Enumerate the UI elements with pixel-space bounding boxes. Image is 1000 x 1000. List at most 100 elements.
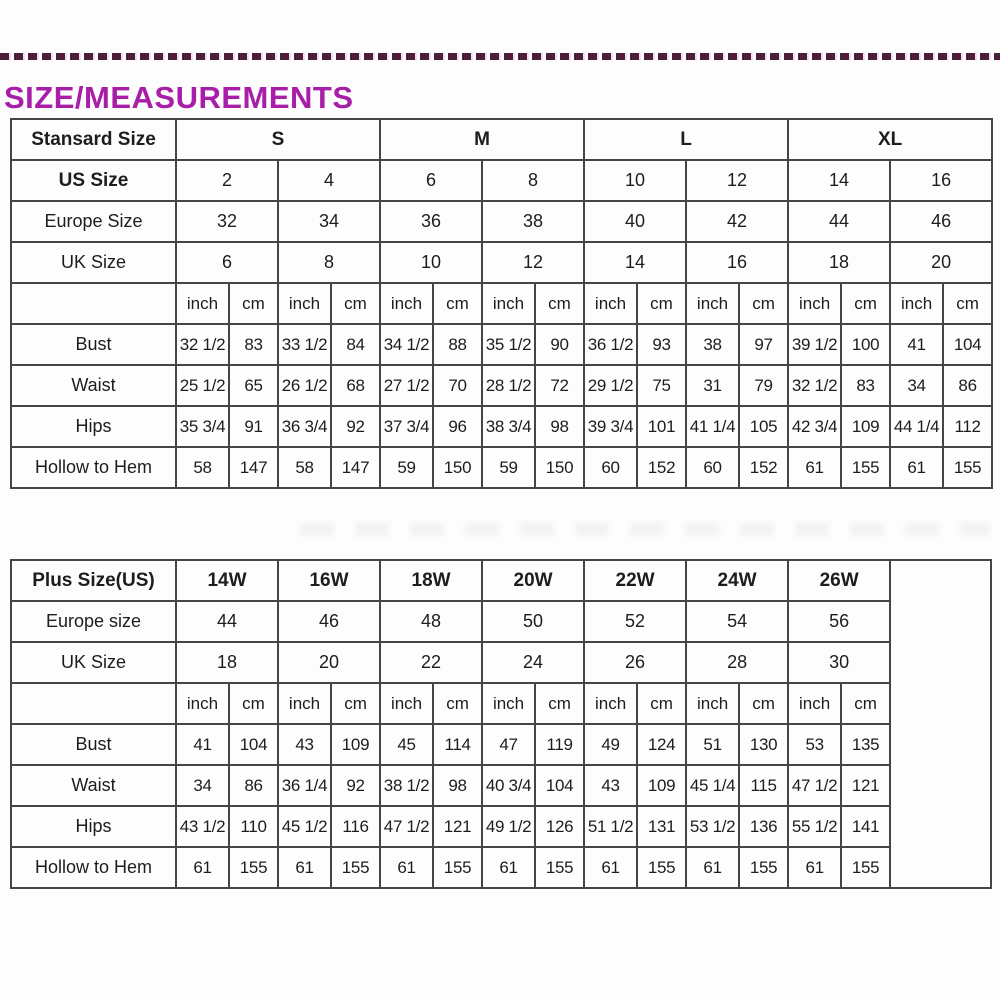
size-value-cell: 12 (480, 241, 586, 284)
size-group-cell: 18W (379, 559, 484, 602)
size-value-cell: 16 (685, 241, 790, 284)
unit-cm-cell: cm (534, 682, 586, 725)
measure-inch-cell: 32 1/2 (787, 364, 843, 407)
unit-cm-cell: cm (227, 682, 280, 725)
measure-inch-cell: 61 (175, 846, 230, 889)
measure-inch-cell: 47 (481, 723, 537, 766)
measure-cm-cell: 112 (942, 405, 994, 448)
size-value-cell: 34 (277, 200, 381, 243)
measure-cm-cell: 93 (636, 323, 688, 366)
measure-cm-cell: 130 (738, 723, 790, 766)
measure-cm-cell: 98 (432, 764, 484, 807)
size-value-cell: 38 (480, 200, 586, 243)
size-value-cell: 46 (889, 200, 994, 243)
measure-inch-cell: 55 1/2 (787, 805, 843, 848)
size-value-cell: 14 (787, 159, 892, 202)
size-value-cell: 30 (787, 641, 892, 684)
measure-inch-cell: 59 (481, 446, 536, 489)
measure-cm-cell: 155 (636, 846, 688, 889)
measure-inch-cell: 61 (277, 846, 333, 889)
measure-inch-cell: 33 1/2 (277, 323, 332, 366)
measure-cm-cell: 147 (228, 446, 279, 489)
measure-inch-cell: 34 1/2 (379, 323, 434, 366)
measure-inch-cell: 36 1/2 (583, 323, 639, 366)
unit-inch-cell: inch (787, 682, 843, 725)
measure-inch-cell: 45 1/2 (277, 805, 333, 848)
measure-cm-cell: 84 (330, 323, 381, 366)
row-label: Waist (10, 364, 177, 407)
measure-cm-cell: 96 (432, 405, 483, 448)
measure-cm-cell: 135 (840, 723, 892, 766)
measure-cm-cell: 116 (330, 805, 382, 848)
measure-inch-cell: 41 1/4 (685, 405, 741, 448)
empty-trailing-column (889, 559, 993, 889)
unit-inch-cell: inch (481, 682, 537, 725)
unit-cm-cell: cm (636, 282, 688, 325)
plus-size-table: Plus Size(US) 14W 16W 18W 20W 22W 24W 26W Europe… (10, 559, 993, 889)
unit-inch-cell: inch (685, 282, 741, 325)
measure-cm-cell: 155 (840, 846, 892, 889)
measure-inch-cell: 61 (685, 846, 741, 889)
row-label: Bust (10, 323, 177, 366)
size-group-cell: L (583, 118, 790, 161)
row-label: Hollow to Hem (10, 846, 177, 889)
measure-inch-cell: 43 (583, 764, 639, 807)
size-value-cell: 28 (685, 641, 790, 684)
measure-cm-cell: 155 (942, 446, 994, 489)
unit-cm-cell: cm (942, 282, 994, 325)
size-value-cell: 2 (175, 159, 279, 202)
unit-inch-cell: inch (889, 282, 945, 325)
size-group-cell: 22W (583, 559, 688, 602)
unit-cm-cell: cm (840, 682, 892, 725)
measure-cm-cell: 104 (227, 723, 280, 766)
size-value-cell: 12 (685, 159, 790, 202)
row-label: Europe Size (10, 200, 177, 243)
measure-inch-cell: 38 3/4 (481, 405, 536, 448)
measure-cm-cell: 155 (840, 446, 892, 489)
measure-inch-cell: 49 1/2 (481, 805, 537, 848)
unit-inch-cell: inch (379, 282, 434, 325)
unit-cm-cell: cm (432, 282, 483, 325)
size-value-cell: 40 (583, 200, 688, 243)
measure-inch-cell: 61 (481, 846, 537, 889)
row-label: Waist (10, 764, 177, 807)
unit-inch-cell: inch (277, 682, 333, 725)
measure-cm-cell: 109 (636, 764, 688, 807)
unit-cm-cell: cm (840, 282, 892, 325)
measure-cm-cell: 72 (533, 364, 586, 407)
measure-inch-cell: 28 1/2 (481, 364, 536, 407)
size-value-cell: 44 (174, 600, 280, 643)
measure-cm-cell: 104 (942, 323, 994, 366)
measure-cm-cell: 75 (636, 364, 688, 407)
size-group-cell: 26W (787, 559, 892, 602)
measure-inch-cell: 60 (583, 446, 639, 489)
size-value-cell: 54 (685, 600, 790, 643)
size-value-cell: 8 (480, 159, 586, 202)
measure-cm-cell: 68 (330, 364, 381, 407)
measure-inch-cell: 44 1/4 (889, 405, 945, 448)
size-value-cell: 56 (787, 600, 892, 643)
measure-inch-cell: 40 3/4 (481, 764, 537, 807)
measure-cm-cell: 136 (738, 805, 790, 848)
size-value-cell: 10 (583, 159, 688, 202)
size-group-cell: 14W (174, 559, 280, 602)
measure-inch-cell: 39 1/2 (787, 323, 843, 366)
measure-cm-cell: 147 (330, 446, 381, 489)
measure-cm-cell: 101 (636, 405, 688, 448)
size-value-cell: 18 (787, 241, 892, 284)
measure-inch-cell: 53 (787, 723, 843, 766)
row-label: US Size (10, 159, 177, 202)
measure-inch-cell: 43 1/2 (175, 805, 230, 848)
row-label: UK Size (10, 241, 177, 284)
size-value-cell: 6 (175, 241, 279, 284)
size-value-cell: 4 (277, 159, 381, 202)
size-group-cell: 20W (481, 559, 586, 602)
size-value-cell: 48 (379, 600, 484, 643)
measure-cm-cell: 155 (227, 846, 280, 889)
page-title: SIZE/MEASUREMENTS (4, 80, 354, 115)
measure-inch-cell: 41 (889, 323, 945, 366)
measure-inch-cell: 47 1/2 (787, 764, 843, 807)
measure-cm-cell: 105 (738, 405, 790, 448)
unit-inch-cell: inch (787, 282, 843, 325)
measure-cm-cell: 131 (636, 805, 688, 848)
